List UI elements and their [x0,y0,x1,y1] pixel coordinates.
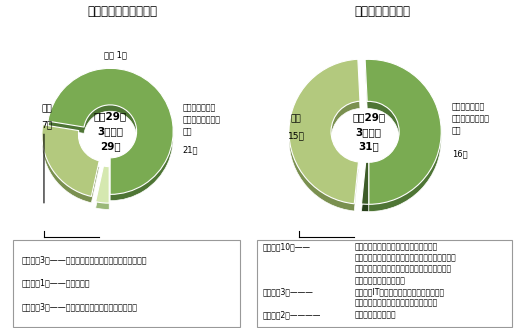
Text: 』感性工学課程』: 』感性工学課程』 [354,5,410,18]
Wedge shape [365,59,441,204]
Text: オティックス、クリエイティブヨーコ、: オティックス、クリエイティブヨーコ、 [355,242,438,251]
Text: 15名: 15名 [288,131,305,140]
Text: 』先進繊維工学課程』: 』先進繊維工学課程』 [87,5,157,18]
Text: トヨタホーム、トヨタ紡織、豊臣熱処理工業、: トヨタホーム、トヨタ紡織、豊臣熱処理工業、 [355,265,452,274]
Text: その他（3）——サンゲツ、スバル信州、創建住販: その他（3）——サンゲツ、スバル信州、創建住販 [22,302,138,311]
Wedge shape [365,67,441,211]
Wedge shape [361,169,369,211]
Text: 信州大学大学院
総合理工学研究科
進学: 信州大学大学院 総合理工学研究科 進学 [452,103,490,135]
Wedge shape [96,166,109,203]
Text: ダイハツ工業、裾屋ティスコ、テクノシステム、: ダイハツ工業、裾屋ティスコ、テクノシステム、 [355,253,457,262]
Text: その他（2）————: その他（2）———— [263,310,321,319]
Wedge shape [289,67,360,211]
Text: たちばな、トーカイ: たちばな、トーカイ [355,310,396,319]
Wedge shape [289,59,360,204]
Text: 平成29年
3月卒業
29名: 平成29年 3月卒業 29名 [94,112,127,151]
Text: 7名: 7名 [42,121,53,130]
Text: 21名: 21名 [183,146,198,155]
Wedge shape [42,125,99,196]
Text: 16名: 16名 [452,149,467,158]
Text: 平成29年
3月卒業
31名: 平成29年 3月卒業 31名 [352,112,385,152]
Text: テクノスフィア、ジェネレーションバス: テクノスフィア、ジェネレーションバス [355,299,438,308]
Wedge shape [48,68,173,194]
Wedge shape [48,75,173,201]
FancyBboxPatch shape [257,240,512,327]
Wedge shape [96,172,109,209]
Text: 信州大学大学院
総合理工学研究科
進学: 信州大学大学院 総合理工学研究科 進学 [183,104,220,136]
Text: 就職: 就職 [291,114,302,123]
Wedge shape [42,131,99,203]
Wedge shape [361,162,369,204]
Text: 未定 1名: 未定 1名 [104,50,127,59]
FancyBboxPatch shape [12,240,240,327]
Text: 情報系（3）———: 情報系（3）——— [263,287,314,296]
Text: 公務員（1）——半田市職員: 公務員（1）——半田市職員 [22,278,90,288]
Text: 内田洋行ITソリューションズ、インテージ: 内田洋行ITソリューションズ、インテージ [355,287,445,296]
Text: 就職: 就職 [42,105,53,114]
Text: 製造系（10）——: 製造系（10）—— [263,242,310,251]
Text: 富士電機、本田技研工業: 富士電機、本田技研工業 [355,276,406,285]
Text: 製造系（3）——トヨタ紡織、林テレンプ、ヨネックス: 製造系（3）——トヨタ紡織、林テレンプ、ヨネックス [22,255,148,264]
